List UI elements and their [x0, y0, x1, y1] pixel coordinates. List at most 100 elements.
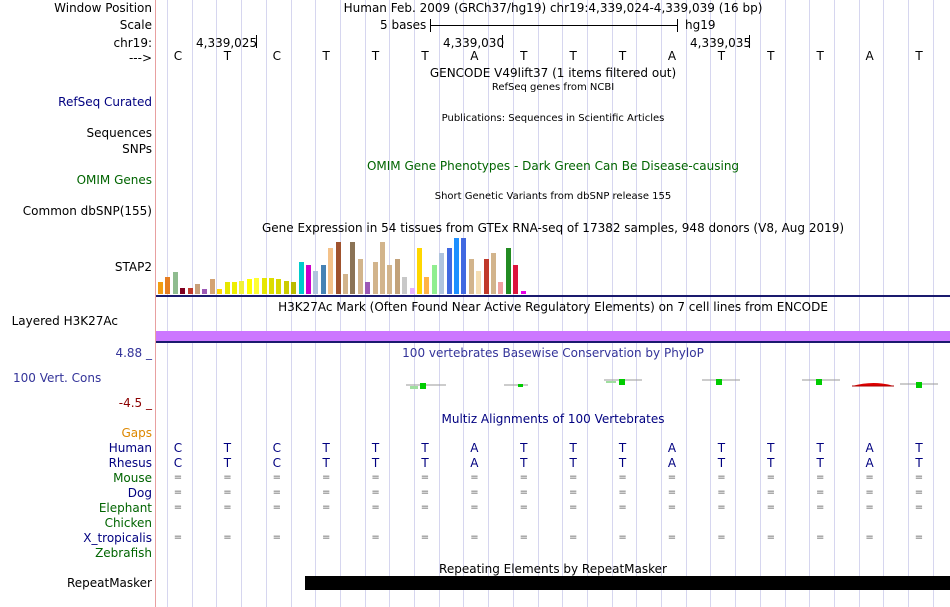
common-dbsnp-label[interactable]: Common dbSNP(155) — [22, 204, 152, 218]
species-label-mouse[interactable]: Mouse — [113, 471, 152, 485]
omim-genes-label[interactable]: OMIM Genes — [76, 173, 152, 187]
gtex-bar-chart[interactable] — [156, 236, 536, 294]
gtex-tissue-bar[interactable] — [380, 242, 385, 294]
species-label-rhesus[interactable]: Rhesus — [108, 456, 152, 470]
repeatmasker-element[interactable] — [305, 576, 950, 590]
gtex-tissue-bar[interactable] — [306, 265, 311, 294]
grid-line — [735, 0, 737, 607]
gtex-tissue-bar[interactable] — [394, 259, 400, 294]
alignment-match: = — [717, 487, 726, 498]
gtex-tissue-bar[interactable] — [454, 238, 459, 294]
gtex-tissue-bar[interactable] — [446, 248, 452, 294]
gtex-tissue-bar[interactable] — [505, 248, 511, 294]
alignment-match: = — [272, 532, 281, 543]
chromosome-label[interactable]: chr19: — [113, 36, 152, 50]
gtex-tissue-bar[interactable] — [417, 248, 422, 294]
gtex-baseline — [156, 295, 950, 297]
gtex-tissue-bar[interactable] — [313, 271, 319, 294]
grid-line — [216, 0, 218, 607]
gtex-tissue-bar[interactable] — [520, 291, 526, 294]
refseq-curated-label[interactable]: RefSeq Curated — [58, 95, 152, 109]
coordinate-1: 4,339,025 — [196, 36, 258, 50]
alignment-match: = — [815, 532, 825, 543]
gtex-tissue-bar[interactable] — [246, 279, 252, 294]
gtex-tissue-bar[interactable] — [165, 277, 171, 294]
gtex-tissue-bar[interactable] — [431, 265, 437, 294]
sequences-label[interactable]: Sequences — [86, 126, 152, 140]
gtex-tissue-bar[interactable] — [357, 259, 363, 294]
alignment-match: = — [173, 487, 183, 498]
base: T — [322, 49, 330, 63]
species-label-chicken[interactable]: Chicken — [104, 516, 152, 530]
gtex-tissue-bar[interactable] — [283, 281, 289, 294]
gtex-tissue-bar[interactable] — [187, 288, 193, 294]
gtex-tissue-bar[interactable] — [409, 288, 415, 294]
conservation-plot[interactable] — [156, 374, 950, 394]
gtex-tissue-bar[interactable] — [372, 262, 378, 294]
gtex-tissue-bar[interactable] — [202, 289, 208, 294]
snps-label[interactable]: SNPs — [122, 142, 152, 156]
alignment-match: = — [223, 502, 232, 513]
gtex-tissue-bar[interactable] — [254, 278, 260, 294]
gtex-tissue-bar[interactable] — [491, 253, 496, 294]
species-label-zebrafish[interactable]: Zebrafish — [95, 546, 152, 560]
gtex-tissue-bar[interactable] — [513, 265, 519, 294]
alignment-cell: C — [272, 456, 281, 470]
gtex-tissue-bar[interactable] — [335, 242, 341, 294]
gtex-tissue-bar[interactable] — [343, 274, 348, 294]
gtex-tissue-bar[interactable] — [476, 271, 482, 294]
grid-line — [833, 0, 835, 607]
gtex-tissue-bar[interactable] — [320, 265, 326, 294]
gtex-tissue-bar[interactable] — [402, 277, 408, 294]
gtex-tissue-bar[interactable] — [172, 272, 178, 294]
alignment-match: = — [371, 472, 380, 483]
h3k27ac-signal[interactable] — [156, 331, 950, 341]
gtex-tissue-bar[interactable] — [291, 282, 297, 294]
gaps-label[interactable]: Gaps — [121, 426, 152, 440]
gtex-tissue-bar[interactable] — [158, 282, 163, 294]
gtex-tissue-bar[interactable] — [461, 238, 467, 294]
repeatmasker-label[interactable]: RepeatMasker — [66, 576, 152, 590]
grid-line — [512, 0, 514, 607]
scale-label[interactable]: Scale — [119, 18, 152, 32]
gtex-tissue-bar[interactable] — [239, 281, 245, 294]
species-label-elephant[interactable]: Elephant — [98, 501, 152, 515]
gtex-gene-label[interactable]: STAP2 — [114, 260, 152, 274]
gtex-tissue-bar[interactable] — [468, 259, 474, 294]
gtex-tissue-bar[interactable] — [180, 288, 186, 294]
layered-h3k27ac-label[interactable]: Layered H3K27Ac — [11, 314, 118, 328]
alignment-match: = — [667, 502, 677, 513]
gtex-tissue-bar[interactable] — [424, 277, 430, 294]
gtex-tissue-bar[interactable] — [209, 279, 215, 294]
gtex-tissue-bar[interactable] — [217, 289, 223, 294]
gtex-tissue-bar[interactable] — [195, 284, 200, 294]
gtex-tissue-bar[interactable] — [269, 278, 274, 294]
gtex-tissue-bar[interactable] — [365, 282, 371, 294]
alignment-match: = — [667, 487, 677, 498]
alignment-match: = — [815, 487, 825, 498]
gtex-tissue-bar[interactable] — [498, 282, 504, 294]
strand-arrow-label[interactable]: ---> — [128, 51, 152, 65]
alignment-cell: T — [371, 441, 380, 455]
species-label-x_tropicalis[interactable]: X_tropicalis — [83, 531, 152, 545]
gtex-tissue-bar[interactable] — [483, 259, 489, 294]
repeatmasker-track-title: Repeating Elements by RepeatMasker — [439, 562, 667, 576]
conservation-track-label[interactable]: 100 Vert. Cons — [13, 371, 102, 385]
grid-line — [685, 0, 687, 607]
gtex-tissue-bar[interactable] — [224, 282, 230, 294]
species-label-dog[interactable]: Dog — [127, 486, 152, 500]
label-separator — [155, 0, 156, 607]
gtex-tissue-bar[interactable] — [298, 262, 304, 294]
gtex-tissue-bar[interactable] — [350, 242, 356, 294]
gtex-tissue-bar[interactable] — [328, 248, 334, 294]
grid-line — [661, 0, 662, 607]
gtex-tissue-bar[interactable] — [261, 278, 267, 294]
gtex-tissue-bar[interactable] — [232, 282, 237, 294]
refseq-track-subtitle: RefSeq genes from NCBI — [491, 82, 615, 93]
species-label-human[interactable]: Human — [108, 441, 152, 455]
gtex-tissue-bar[interactable] — [439, 253, 445, 294]
gtex-tissue-bar[interactable] — [387, 265, 393, 294]
gtex-tissue-bar[interactable] — [276, 279, 282, 294]
window-position-label[interactable]: Window Position — [54, 1, 152, 15]
